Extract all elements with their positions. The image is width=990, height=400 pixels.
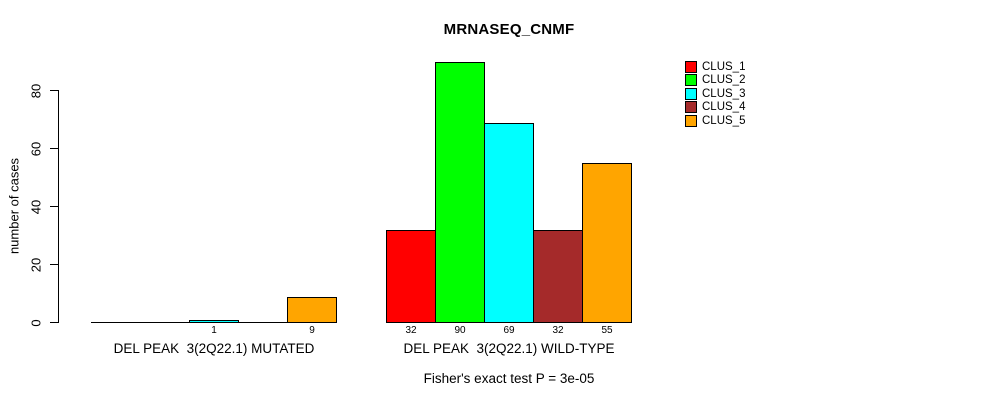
bar-value-label: 55 (601, 325, 613, 336)
legend-label: CLUS_5 (702, 114, 746, 127)
legend-item-clus_3: CLUS_3 (685, 87, 746, 100)
bar-value-label: 69 (503, 325, 515, 336)
y-tick-label: 40 (28, 199, 44, 214)
group-label-mutated: DEL PEAK 3(2Q22.1) MUTATED (113, 341, 315, 356)
legend-item-clus_4: CLUS_4 (685, 101, 746, 114)
bar-value-label: 32 (405, 325, 417, 336)
legend-swatch (685, 101, 697, 114)
bar-clus_5 (582, 163, 632, 323)
legend-swatch (685, 87, 697, 100)
legend-swatch (685, 114, 697, 127)
legend-label: CLUS_1 (702, 61, 746, 73)
fisher-test-annotation: Fisher's exact test P = 3e-05 (423, 371, 595, 386)
legend-item-clus_2: CLUS_2 (685, 74, 746, 87)
legend: CLUS_1 CLUS_2 CLUS_3 CLUS_4 CLUS_5 (685, 61, 745, 127)
y-tick-mark (50, 148, 58, 149)
y-tick-label: 0 (28, 318, 44, 327)
bar-clus_3 (484, 123, 534, 323)
bar-value-label: 90 (454, 325, 466, 336)
y-tick-label: 80 (28, 83, 44, 98)
y-tick-label: 60 (28, 141, 44, 156)
bar-clus_5 (287, 297, 337, 323)
y-tick-mark (50, 206, 58, 207)
bar-value-label: 32 (552, 325, 564, 336)
legend-item-clus_5: CLUS_5 (685, 114, 746, 127)
bar-value-label: 9 (309, 325, 315, 336)
bar-clus_4 (533, 230, 583, 323)
chart-title: MRNASEQ_CNMF (443, 21, 575, 38)
group-label-wildtype: DEL PEAK 3(2Q22.1) WILD-TYPE (403, 341, 615, 356)
y-axis-line (58, 90, 59, 323)
legend-label: CLUS_2 (702, 74, 746, 87)
bar-value-label: 1 (211, 325, 217, 336)
y-axis-label: number of cases (6, 157, 22, 255)
legend-item-clus_1: CLUS_1 (685, 61, 745, 73)
legend-swatch (685, 74, 697, 87)
bar-clus_1 (386, 230, 436, 323)
y-tick-mark (50, 264, 58, 265)
bar-clus_2 (435, 62, 485, 323)
legend-label: CLUS_3 (702, 87, 746, 100)
y-tick-mark (50, 90, 58, 91)
bar-clus_3 (189, 320, 239, 323)
y-tick-label: 20 (28, 257, 44, 272)
y-tick-mark (50, 322, 58, 323)
legend-swatch (685, 61, 697, 73)
legend-label: CLUS_4 (702, 101, 746, 114)
